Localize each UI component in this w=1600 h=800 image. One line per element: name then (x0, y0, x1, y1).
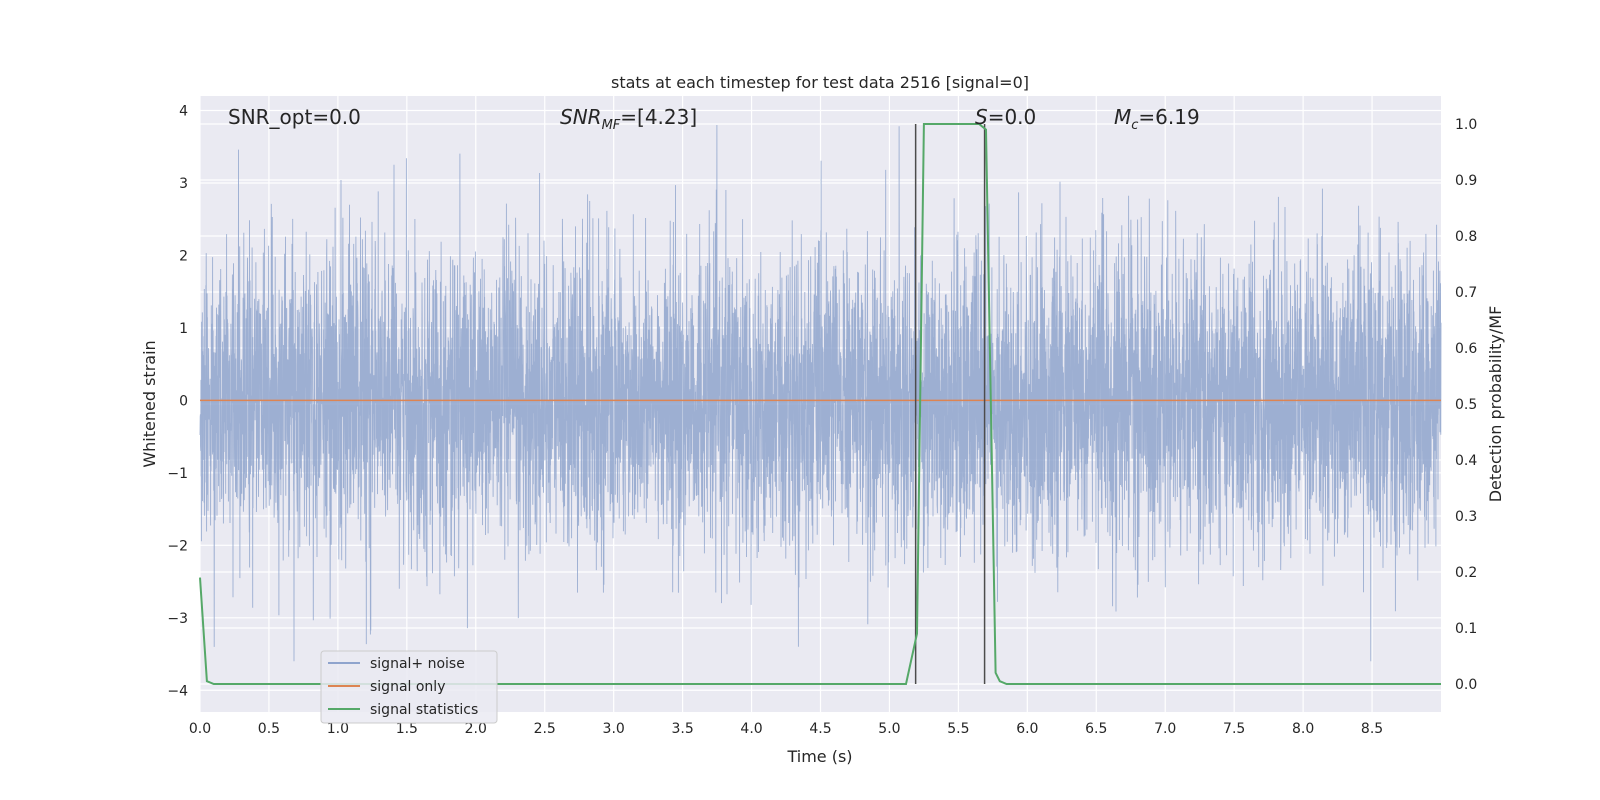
y2-tick-label: 0.7 (1455, 285, 1477, 301)
y-tick-label: −3 (167, 611, 188, 627)
legend: signal+ noise signal only signal statist… (320, 650, 498, 724)
y2-tick-label: 0.5 (1455, 397, 1477, 413)
legend-label-signal-statistics: signal statistics (370, 702, 478, 718)
x-tick-label: 0.0 (189, 721, 211, 737)
chart-title: stats at each timestep for test data 251… (611, 73, 1029, 92)
x-tick-label: 6.0 (1016, 721, 1038, 737)
x-tick-label: 7.0 (1154, 721, 1176, 737)
x-tick-label: 3.5 (671, 721, 693, 737)
snr-mf-symbol: SNR (560, 105, 602, 129)
mc-value: =6.19 (1138, 105, 1199, 129)
x-tick-label: 5.5 (947, 721, 969, 737)
x-tick-label: 7.5 (1223, 721, 1245, 737)
mc-symbol: M (1114, 105, 1131, 129)
y2-tick-label: 0.8 (1455, 229, 1477, 245)
x-tick-label: 8.0 (1292, 721, 1314, 737)
y2-tick-label: 0.2 (1455, 565, 1477, 581)
x-tick-label: 1.0 (327, 721, 349, 737)
y2-tick-label: 0.3 (1455, 509, 1477, 525)
x-tick-label: 4.5 (809, 721, 831, 737)
x-tick-label: 2.5 (534, 721, 556, 737)
y-tick-label: 2 (179, 248, 188, 264)
x-tick-label: 1.5 (396, 721, 418, 737)
y-tick-label: 4 (179, 103, 188, 119)
y-tick-label: −4 (167, 683, 188, 699)
y-tick-label: 0 (179, 393, 188, 409)
y-tick-labels: 4 3 2 1 0 −1 −2 −3 −4 (167, 103, 188, 699)
y2-tick-label: 0.6 (1455, 341, 1477, 357)
y2-tick-labels: 1.0 0.9 0.8 0.7 0.6 0.5 0.4 0.3 0.2 0.1 0.0 (1455, 117, 1477, 693)
x-tick-label: 6.5 (1085, 721, 1107, 737)
vertical-markers (914, 124, 986, 684)
y-tick-label: 3 (179, 176, 188, 192)
y-tick-label: −1 (167, 466, 188, 482)
series-signal-statistics (199, 123, 1441, 685)
x-tick-label: 2.0 (465, 721, 487, 737)
y2-tick-label: 0.1 (1455, 621, 1477, 637)
snr-mf-subscript: MF (602, 118, 621, 133)
annotation-snr-mf: SNRMF=[4.23] (560, 105, 697, 133)
y2-axis-label: Detection probability/MF (1486, 306, 1505, 503)
annotation-s: S=0.0 (975, 105, 1036, 129)
legend-label-signal-noise: signal+ noise (370, 656, 465, 672)
annotation-snr-opt: SNR_opt=0.0 (228, 105, 361, 129)
legend-box (320, 650, 498, 724)
x-tick-label: 5.0 (878, 721, 900, 737)
s-value: =0.0 (988, 105, 1037, 129)
y-tick-label: −2 (167, 538, 188, 554)
series-signal-noise (199, 124, 1442, 662)
x-tick-label: 3.0 (603, 721, 625, 737)
snr-mf-value: =[4.23] (620, 105, 697, 129)
noise-trace (199, 124, 1442, 662)
y2-tick-label: 0.9 (1455, 173, 1477, 189)
y2-tick-label: 1.0 (1455, 117, 1477, 133)
x-tick-label: 8.5 (1361, 721, 1383, 737)
x-tick-label: 4.0 (740, 721, 762, 737)
y2-tick-label: 0.0 (1455, 677, 1477, 693)
y-tick-label: 1 (179, 321, 188, 337)
annotation-mc: Mc=6.19 (1114, 105, 1200, 133)
x-tick-label: 0.5 (258, 721, 280, 737)
s-symbol: S (975, 105, 988, 129)
mc-subscript: c (1131, 118, 1138, 133)
y-axis-label: Whitened strain (140, 340, 159, 467)
legend-label-signal-only: signal only (370, 679, 445, 695)
x-axis-label: Time (s) (786, 747, 852, 766)
x-tick-labels: 0.0 0.5 1.0 1.5 2.0 2.5 3.0 3.5 4.0 4.5 5.0 5.5 6.0 6… (189, 721, 1383, 737)
y2-tick-label: 0.4 (1455, 453, 1477, 469)
